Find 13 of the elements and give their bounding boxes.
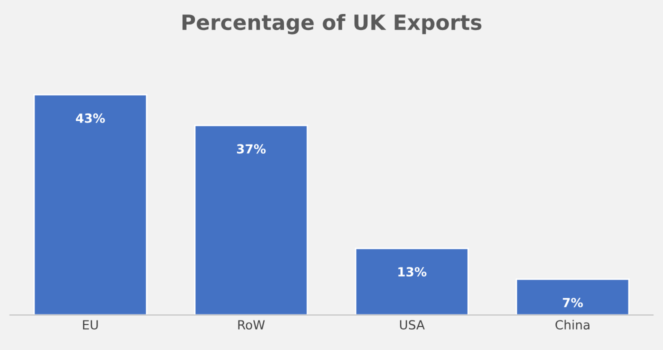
data-label: 7% (562, 298, 583, 308)
chart-title: Percentage of UK Exports (182, 14, 482, 34)
bar (516, 278, 630, 315)
bar (194, 124, 308, 315)
x-tick-label: RoW (238, 320, 265, 330)
data-label: 43% (76, 113, 105, 123)
x-tick-label: USA (400, 320, 425, 330)
data-label: 37% (236, 144, 266, 154)
data-label: 13% (398, 267, 426, 277)
x-tick-label: EU (83, 320, 98, 330)
bar (33, 94, 148, 315)
x-tick-label: China (556, 320, 590, 330)
bar (354, 248, 469, 315)
